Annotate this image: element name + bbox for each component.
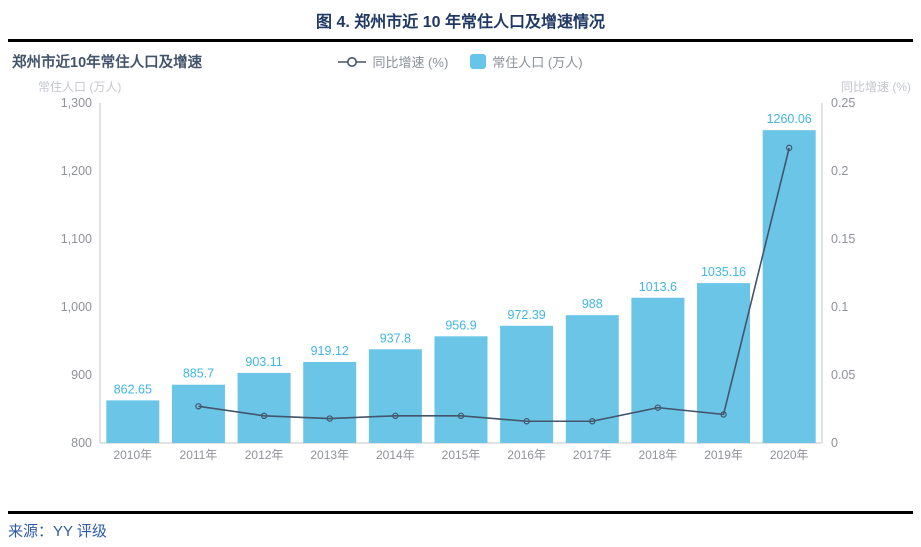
top-divider [8,39,913,42]
bar-2020年 [762,130,816,444]
bar-2012年 [237,372,291,443]
x-axis-label: 2015年 [442,448,481,462]
growth-line-marker [523,418,530,425]
x-axis-label: 2020年 [770,448,809,462]
x-axis-label: 2011年 [180,448,218,462]
right-axis-tick: 0.05 [831,368,855,382]
growth-line [198,147,790,423]
bar-2014年 [368,349,422,443]
right-axis-tick: 0.1 [831,300,848,314]
left-axis-tick: 900 [71,368,92,382]
bar-2015年 [434,336,488,443]
x-axis-label: 2016年 [507,448,546,462]
left-axis-tick: 1,000 [61,300,92,314]
figure-caption: 图 4. 郑州市近 10 年常住人口及增速情况 [316,14,605,31]
x-axis-label: 2017年 [573,448,612,462]
left-axis-tick: 800 [71,436,92,450]
growth-line-marker [654,404,662,411]
x-axis-label: 2013年 [310,448,349,462]
bottom-divider [8,511,913,514]
bar-label: 937.8 [380,331,411,345]
bar-2010年 [106,400,160,443]
x-axis-label: 2019年 [704,448,743,462]
bar-2019年 [697,283,751,443]
left-axis-title: 常住人口 (万人) [38,80,122,94]
x-axis-label: 2010年 [113,448,152,462]
source-note: 来源：YY 评级 [8,523,107,540]
x-axis-label: 2014年 [376,448,415,462]
growth-line-marker [260,412,268,419]
x-axis-label: 2018年 [639,448,678,462]
bar-2018年 [631,297,685,443]
growth-line-marker [589,418,596,425]
growth-line-marker [392,412,399,419]
bar-label: 919.12 [311,344,349,358]
left-axis-tick: 1,300 [61,96,92,110]
bar-label: 972.39 [508,308,546,322]
right-axis-tick: 0.2 [831,164,848,178]
growth-line-marker [326,415,333,422]
chart-title: 郑州市近10年常住人口及增速 [12,55,203,71]
right-axis-title: 同比增速 (%) [841,80,911,94]
right-axis-tick: 0.25 [831,96,855,110]
bar-2013年 [303,361,357,443]
bar-label: 1013.6 [639,280,677,294]
x-axis-label: 2012年 [245,448,284,462]
bar-2016年 [500,325,554,443]
growth-line-marker [457,412,465,419]
bar-label: 1035.16 [701,265,746,279]
growth-line-marker [720,411,727,418]
growth-line-marker [785,144,793,152]
bar-label: 862.65 [114,382,152,396]
bar-label: 885.7 [183,367,214,381]
bar-label: 988 [582,297,603,311]
left-axis-tick: 1,200 [61,164,92,178]
right-axis-tick: 0 [831,436,838,450]
bar-label: 956.9 [445,318,476,332]
right-axis-tick: 0.15 [831,232,855,246]
bar-label: 1260.06 [767,112,812,126]
growth-line-marker [195,403,202,410]
left-axis-tick: 1,100 [61,232,92,246]
bar-label: 903.11 [245,355,282,369]
bar-2011年 [171,384,225,443]
